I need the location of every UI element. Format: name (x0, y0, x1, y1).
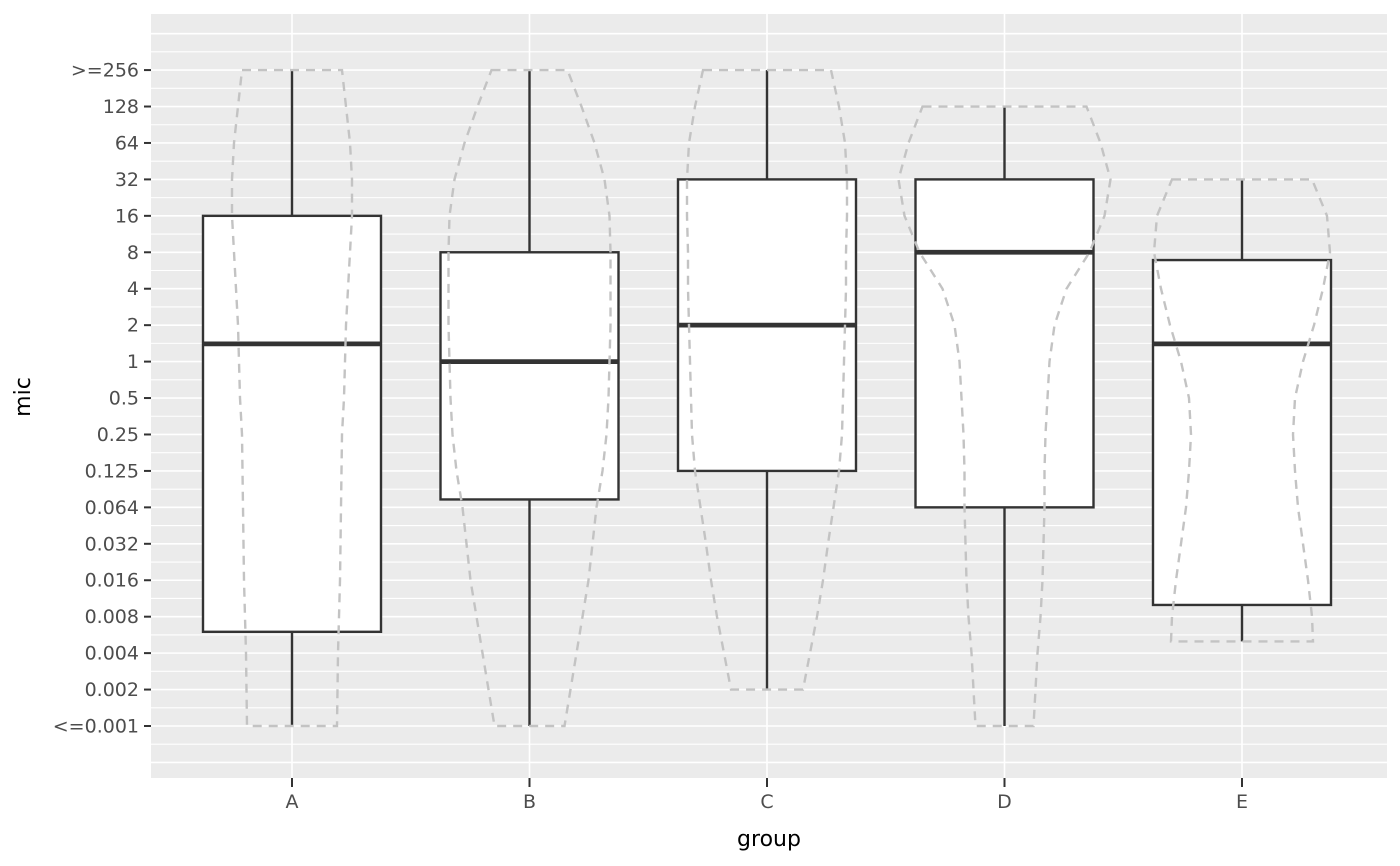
y-tick-label: <=0.001 (53, 716, 139, 738)
y-tick-label: 128 (103, 96, 139, 118)
y-tick-label: 0.002 (85, 679, 139, 701)
x-tick-label: E (1236, 791, 1248, 813)
y-tick-label: 32 (115, 169, 139, 191)
y-tick-label: 0.125 (85, 460, 139, 482)
boxplot-b (439, 70, 620, 726)
y-axis-title: mic (11, 377, 36, 417)
x-tick-label: C (760, 791, 773, 813)
y-tick-label: >=256 (71, 60, 139, 82)
y-tick-label: 0.25 (97, 424, 139, 446)
violin-a (230, 68, 354, 728)
boxplot-c (676, 70, 858, 690)
y-tick-label: 0.016 (85, 570, 139, 592)
axes: <=0.001 0.002 0.004 0.008 0.016 0.032 0.064 0.1… (53, 60, 1248, 813)
box (914, 178, 1095, 509)
y-tick-label: 64 (115, 132, 139, 154)
violin-e (1152, 178, 1332, 643)
y-tick-label: 1 (127, 351, 139, 373)
x-axis-title: group (737, 827, 801, 852)
y-tick-label: 0.5 (109, 388, 139, 410)
boxplot-d (914, 106, 1095, 726)
x-tick-label: A (286, 791, 299, 813)
y-tick-label: 8 (127, 242, 139, 264)
x-tick-label: B (523, 791, 536, 813)
box (1151, 258, 1333, 607)
box (201, 214, 383, 634)
boxplot-e (1151, 179, 1333, 642)
y-tick-label: 0.064 (85, 497, 139, 519)
violin-c (685, 68, 849, 691)
y-tick-label: 0.032 (85, 533, 139, 555)
boxplot-a (201, 70, 383, 726)
y-tick-label: 16 (115, 205, 139, 227)
violin-d (897, 105, 1112, 728)
y-tick-label: 4 (127, 278, 139, 300)
x-tick-label: D (997, 791, 1012, 813)
y-tick-label: 0.004 (85, 643, 139, 665)
box (439, 251, 620, 501)
y-tick-label: 0.008 (85, 606, 139, 628)
y-tick-label: 2 (127, 315, 139, 337)
violin-b (447, 68, 612, 728)
